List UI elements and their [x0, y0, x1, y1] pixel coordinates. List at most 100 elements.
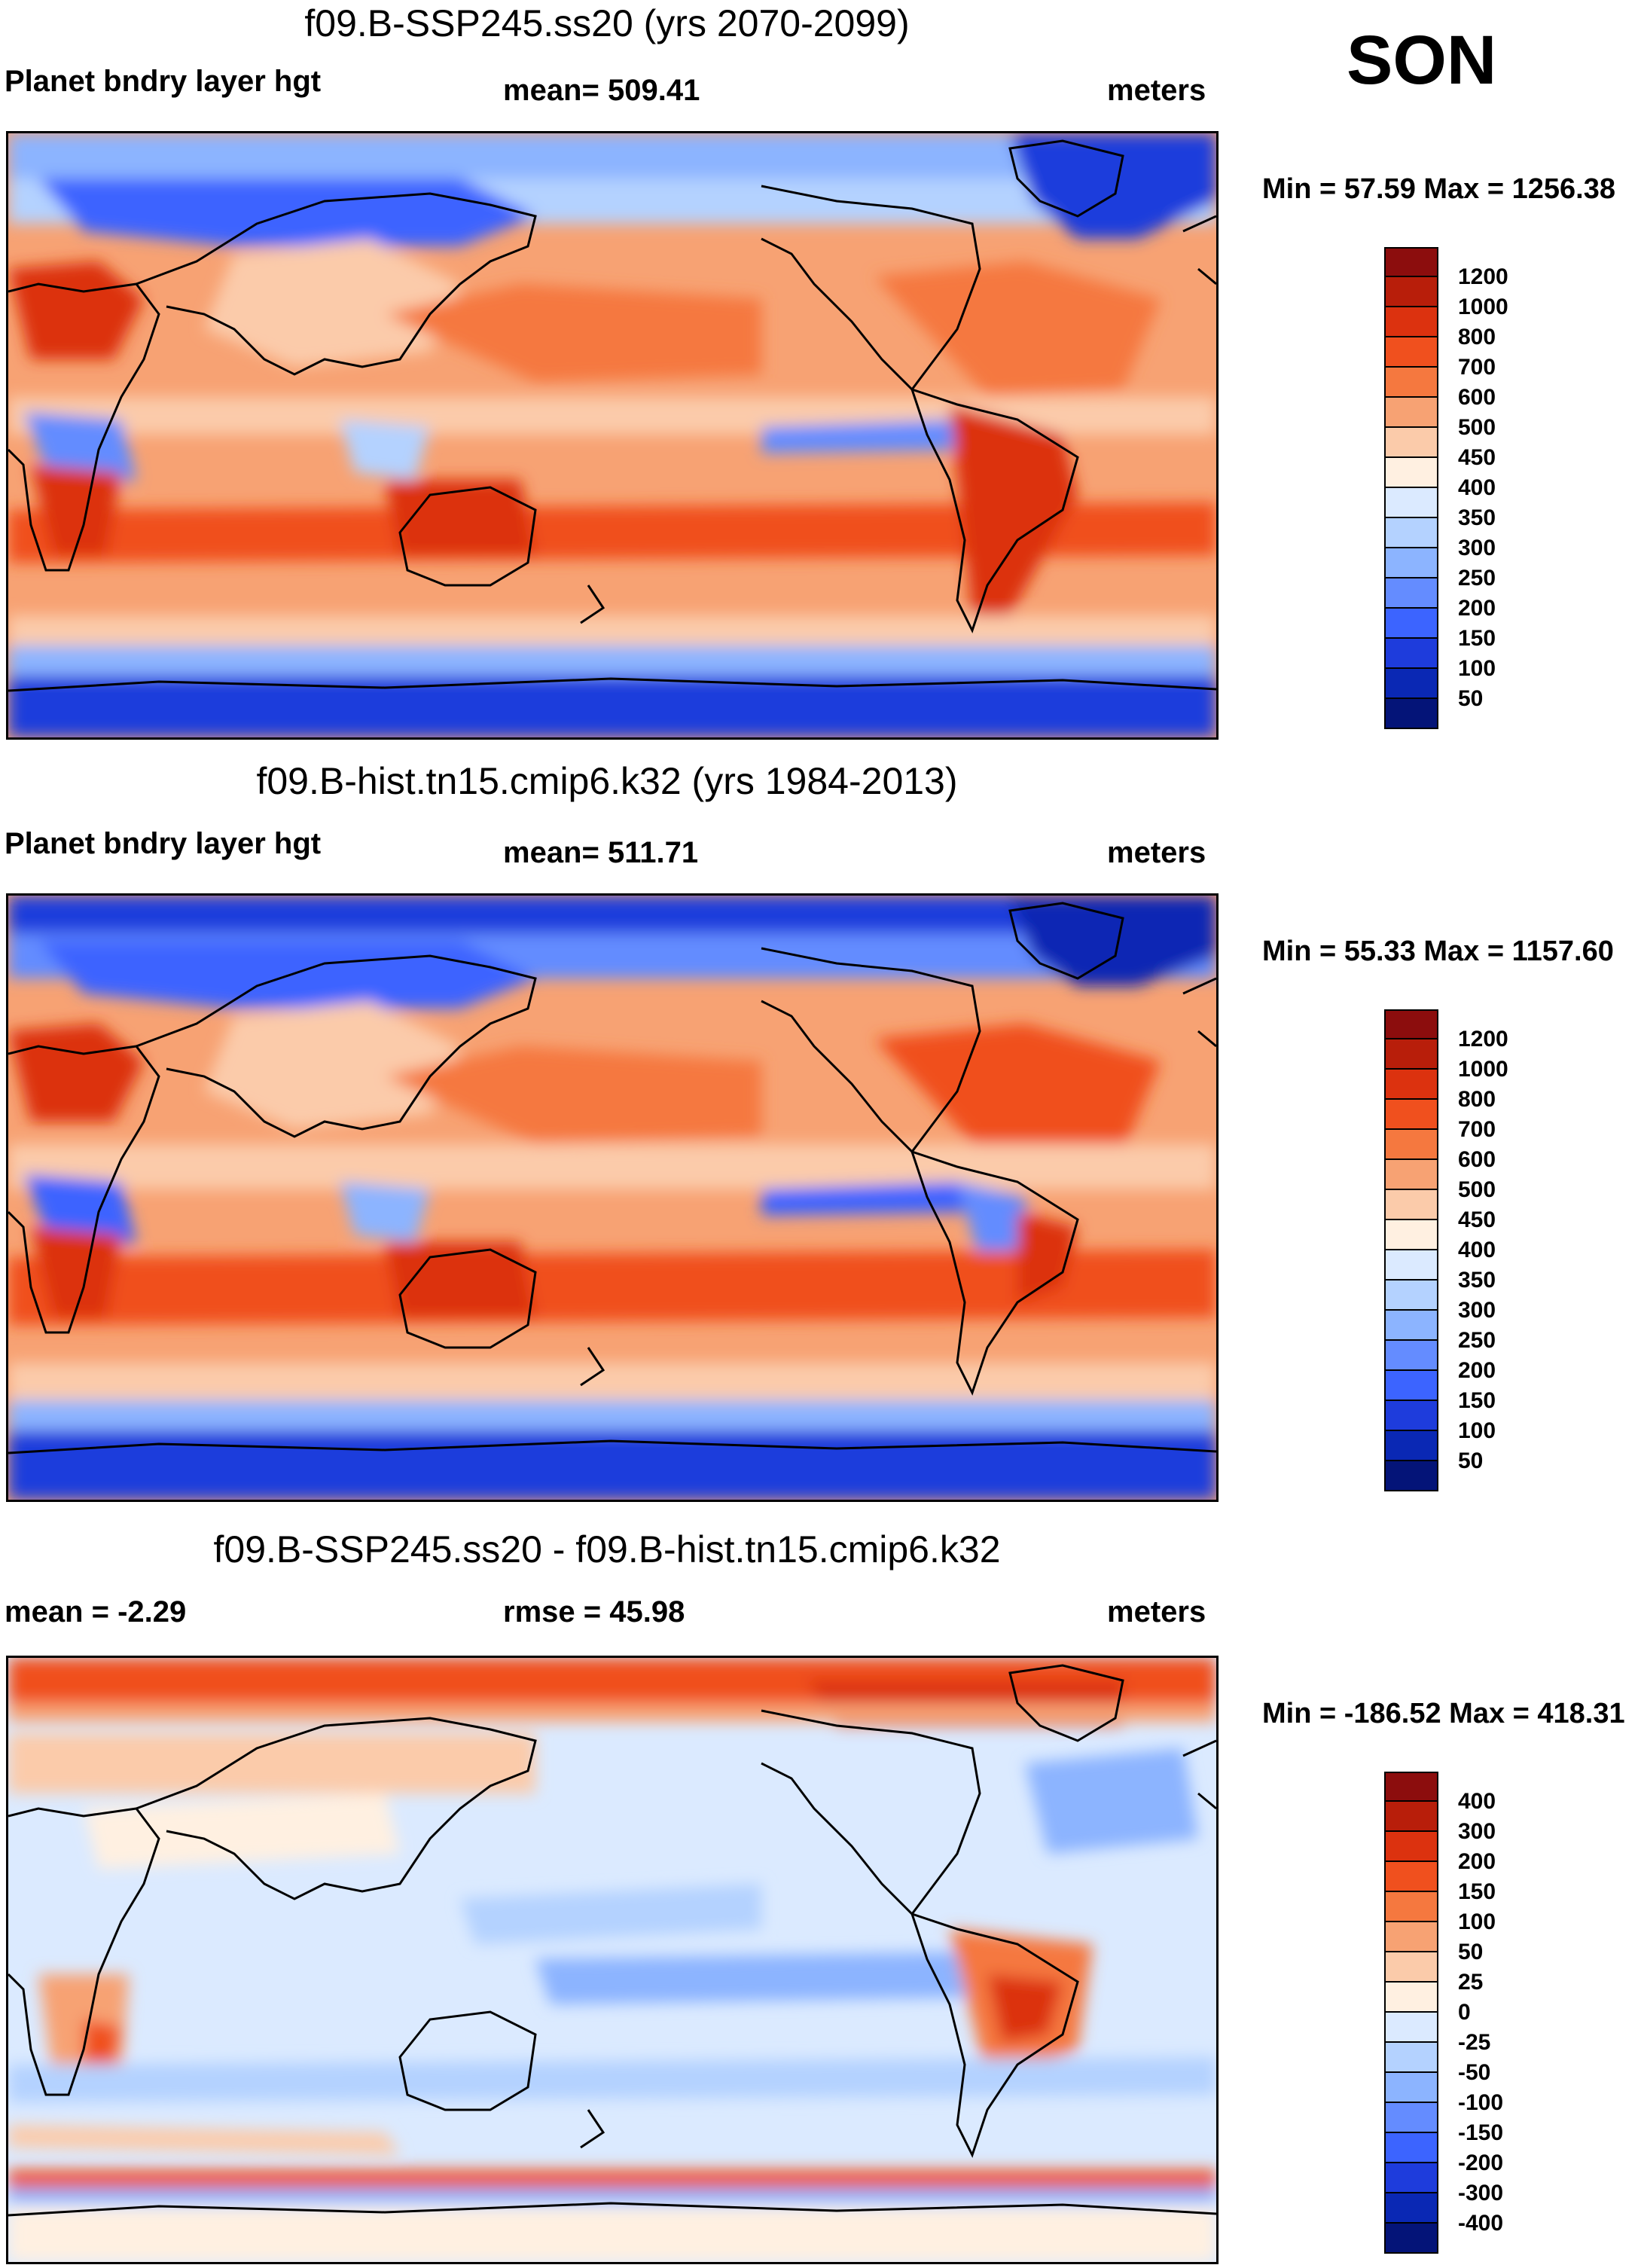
panel-1-colorbar: [1384, 247, 1438, 729]
panel-2-colorbar-tick: 150: [1458, 1388, 1496, 1413]
panel-1-colorbar-box: [1384, 669, 1438, 699]
panel-2-colorbar-box: [1384, 1009, 1438, 1039]
panel-2-map: [6, 893, 1219, 1502]
panel-3-colorbar-tick: -25: [1458, 2030, 1491, 2055]
panel-1-colorbar-tick: 400: [1458, 475, 1496, 500]
panel-1-colorbar-box: [1384, 247, 1438, 277]
panel-3-minmax: Min = -186.52 Max = 418.31: [1262, 1698, 1625, 1729]
panel-1-colorbar-box: [1384, 548, 1438, 578]
panel-3-colorbar-tick: 150: [1458, 1879, 1496, 1904]
panel-1-colorbar-box: [1384, 428, 1438, 458]
panel-3-colorbar-box: [1384, 2163, 1438, 2193]
panel-3-colorbar-tick: 0: [1458, 2000, 1471, 2025]
panel-1-colorbar-box: [1384, 699, 1438, 729]
panel-3-colorbar-tick: 200: [1458, 1849, 1496, 1874]
panel-1-colorbar-tick: 1200: [1458, 264, 1508, 289]
panel-2-colorbar-box: [1384, 1281, 1438, 1311]
panel-2-mean-label: mean= 511.71: [503, 836, 699, 869]
panel-3-colorbar-box: [1384, 2013, 1438, 2043]
panel-3-colorbar-tick: -100: [1458, 2090, 1504, 2115]
panel-1-colorbar-tick: 350: [1458, 505, 1496, 530]
panel-1-colorbar-box: [1384, 609, 1438, 639]
panel-3-colorbar-box: [1384, 1862, 1438, 1892]
panel-3-colorbar-box: [1384, 2193, 1438, 2224]
panel-2-colorbar-box: [1384, 1461, 1438, 1491]
panel-1-colorbar-tick: 1000: [1458, 295, 1508, 319]
panel-2-colorbar-tick: 300: [1458, 1298, 1496, 1323]
panel-2-colorbar: [1384, 1009, 1438, 1491]
panel-1-colorbar-box: [1384, 458, 1438, 488]
panel-3-colorbar-tick: -300: [1458, 2181, 1504, 2205]
panel-3-colorbar-tick: -50: [1458, 2060, 1491, 2085]
panel-1-mean-label: mean= 509.41: [503, 74, 700, 107]
panel-1-colorbar-tick: 250: [1458, 566, 1496, 591]
panel-1-colorbar-box: [1384, 337, 1438, 368]
panel-1-colorbar-box: [1384, 488, 1438, 518]
panel-1-colorbar-tick: 800: [1458, 325, 1496, 350]
panel-2-units-label: meters: [1107, 836, 1206, 869]
panel-3-rmse-label: rmse = 45.98: [503, 1595, 685, 1629]
panel-2-colorbar-tick: 400: [1458, 1238, 1496, 1262]
panel-3-colorbar-tick: 50: [1458, 1940, 1484, 1964]
panel-1-colorbar-box: [1384, 277, 1438, 307]
panel-1-colorbar-tick: 100: [1458, 656, 1496, 681]
panel-1-coastlines: [8, 139, 1216, 692]
panel-1-colorbar-tick: 500: [1458, 415, 1496, 440]
panel-3-colorbar-tick: -200: [1458, 2150, 1504, 2175]
panel-3-map: [6, 1656, 1219, 2264]
panel-3-mean-label: mean = -2.29: [5, 1595, 187, 1629]
panel-1-colorbar-box: [1384, 398, 1438, 428]
panel-2-colorbar-tick: 450: [1458, 1207, 1496, 1232]
panel-2-colorbar-box: [1384, 1039, 1438, 1070]
panel-2-colorbar-tick: 350: [1458, 1268, 1496, 1293]
panel-2-colorbar-tick: 800: [1458, 1087, 1496, 1112]
panel-2-colorbar-box: [1384, 1311, 1438, 1341]
panel-1-map: [6, 131, 1219, 740]
panel-3-colorbar: [1384, 1772, 1438, 2254]
panel-2-colorbar-tick: 200: [1458, 1358, 1496, 1383]
panel-3-units-label: meters: [1107, 1595, 1206, 1629]
panel-3-colorbar-box: [1384, 2043, 1438, 2073]
panel-1-variable-label: Planet bndry layer hgt: [5, 65, 322, 98]
panel-1-title: f09.B-SSP245.ss20 (yrs 2070-2099): [304, 2, 910, 44]
panel-2-colorbar-box: [1384, 1130, 1438, 1160]
panel-2-colorbar-box: [1384, 1341, 1438, 1371]
panel-3-colorbar-box: [1384, 2133, 1438, 2163]
panel-2-colorbar-tick: 1200: [1458, 1027, 1508, 1052]
panel-3-colorbar-box: [1384, 2073, 1438, 2103]
panel-3-colorbar-box: [1384, 1892, 1438, 1922]
panel-3-colorbar-box: [1384, 1772, 1438, 1802]
panel-1-colorbar-tick: 300: [1458, 536, 1496, 560]
panel-2-colorbar-tick: 500: [1458, 1177, 1496, 1202]
panel-1-colorbar-box: [1384, 368, 1438, 398]
panel-3-colorbar-tick: -400: [1458, 2211, 1504, 2236]
panel-1-colorbar-tick: 50: [1458, 686, 1484, 711]
panel-2-colorbar-box: [1384, 1100, 1438, 1130]
panel-2-coastlines: [8, 902, 1216, 1455]
panel-1-colorbar-box: [1384, 578, 1438, 609]
panel-1-minmax: Min = 57.59 Max = 1256.38: [1262, 173, 1615, 205]
panel-2-minmax: Min = 55.33 Max = 1157.60: [1262, 936, 1614, 967]
panel-3-colorbar-box: [1384, 2224, 1438, 2254]
panel-2-colorbar-tick: 100: [1458, 1418, 1496, 1443]
panel-1-colorbar-tick: 200: [1458, 596, 1496, 621]
panel-2-variable-label: Planet bndry layer hgt: [5, 827, 322, 860]
panel-3-map-field: [8, 1658, 1216, 2262]
panel-2-colorbar-box: [1384, 1220, 1438, 1250]
panel-2-colorbar-box: [1384, 1401, 1438, 1431]
panel-1-units-label: meters: [1107, 74, 1206, 107]
season-label: SON: [1347, 22, 1497, 99]
panel-3-colorbar-tick: 100: [1458, 1909, 1496, 1934]
panel-2-colorbar-box: [1384, 1431, 1438, 1461]
panel-2-colorbar-box: [1384, 1070, 1438, 1100]
panel-3-colorbar-box: [1384, 2103, 1438, 2133]
panel-3-colorbar-box: [1384, 1802, 1438, 1832]
panel-1-colorbar-box: [1384, 518, 1438, 548]
panel-2-colorbar-box: [1384, 1371, 1438, 1401]
panel-2-colorbar-tick: 1000: [1458, 1057, 1508, 1082]
panel-2-map-field: [8, 896, 1216, 1500]
panel-1-colorbar-tick: 700: [1458, 355, 1496, 380]
panel-1-colorbar-box: [1384, 307, 1438, 337]
panel-1-colorbar-tick: 150: [1458, 626, 1496, 651]
panel-3-colorbar-box: [1384, 1983, 1438, 2013]
